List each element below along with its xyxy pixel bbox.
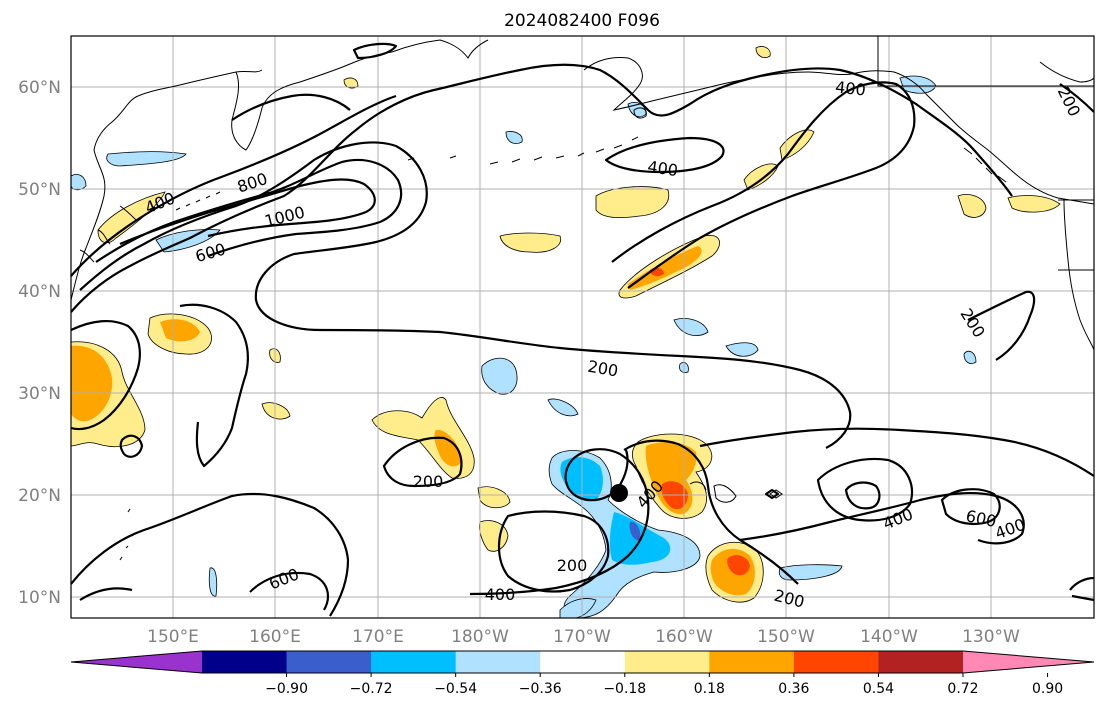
- colorbar-segment: [455, 651, 541, 673]
- lon-label: 170°E: [352, 627, 404, 647]
- contour-200-ne-hawaii: [623, 439, 799, 585]
- marianas: [119, 508, 135, 561]
- contour-label: 400: [834, 77, 866, 99]
- map-frame: [70, 35, 1095, 619]
- colorbar-tick-label: −0.72: [350, 681, 393, 697]
- colorbar-segment: [878, 651, 964, 673]
- colorbar-segment: [202, 651, 288, 673]
- north-america-west: [1063, 199, 1095, 351]
- colorbar-tick-label: 0.18: [694, 681, 725, 697]
- lat-label: 30°N: [18, 384, 61, 404]
- colorbar-segment: [624, 651, 710, 673]
- contour-600-inner: [249, 571, 329, 611]
- contour-label: 400: [485, 585, 516, 604]
- colorbar-segment: [793, 651, 879, 673]
- colorbar-segment: [286, 651, 372, 673]
- lat-label: 40°N: [18, 282, 61, 302]
- lon-label: 180°W: [451, 627, 509, 647]
- lon-label: 150°E: [147, 627, 199, 647]
- colorbar-segment: [371, 651, 457, 673]
- contour-label: 400: [646, 157, 679, 180]
- contour-200-sw: [179, 303, 249, 468]
- contour-400-nw: [231, 93, 351, 121]
- kodiak: [633, 107, 647, 119]
- contour-labels: 1000 800 600 400 400 400 200 200 200 200…: [142, 77, 1084, 611]
- contour-label: 200: [557, 556, 588, 575]
- colorbar-segment: [540, 651, 626, 673]
- contour-400-south: [70, 492, 350, 617]
- coastlines: [70, 36, 1095, 561]
- contour-1000: [119, 178, 376, 246]
- contour-400-east-loop: [816, 457, 914, 522]
- colorbar-tick-label: 0.54: [863, 681, 894, 697]
- lat-label: 10°N: [18, 588, 61, 608]
- colorbar-tick-label: −0.54: [434, 681, 477, 697]
- us-border: [1058, 199, 1094, 271]
- contour-200-east-low: [1069, 576, 1095, 602]
- lon-label: 160°E: [249, 627, 301, 647]
- lat-label: 20°N: [18, 486, 61, 506]
- storm-center-marker: [610, 484, 628, 502]
- colorbar: −0.90 −0.72 −0.54 −0.36 −0.18 0.18 0.36 0.54 0.7…: [70, 650, 1095, 697]
- figure-title: 2024082400 F096: [504, 11, 660, 31]
- contour-400-hawaii: [469, 448, 650, 596]
- colorbar-tick-label: 0.36: [778, 681, 809, 697]
- contour-label: 200: [413, 472, 444, 491]
- asia-coast: [70, 69, 263, 301]
- colorbar-extend-max: [963, 651, 1094, 673]
- contour-200-central: [382, 436, 463, 488]
- contour-600-east-b: [940, 488, 1001, 525]
- longitude-labels: 150°E 160°E 170°E 180°W 170°W 160°W 150°…: [147, 627, 1020, 647]
- latitude-labels: 60°N 50°N 40°N 30°N 20°N 10°N: [18, 78, 61, 608]
- contour-400-west: [70, 94, 397, 277]
- contour-200-outer: [70, 63, 1013, 313]
- alaska-inner: [1039, 61, 1095, 83]
- shaded-anomalies: [70, 46, 1061, 619]
- colorbar-tick-label: 0.72: [947, 681, 978, 697]
- contour-closed-small: [352, 42, 398, 60]
- lon-label: 150°W: [757, 627, 815, 647]
- contour-200-east: [699, 427, 1095, 477]
- contour-400-east: [739, 491, 1025, 545]
- sea-of-okhotsk-islands: [79, 205, 137, 263]
- kuril-islands: [175, 191, 221, 211]
- bering-coast: [391, 39, 489, 59]
- lat-label: 60°N: [18, 78, 61, 98]
- colorbar-tick-label: −0.36: [519, 681, 562, 697]
- lon-label: 170°W: [553, 627, 611, 647]
- contour-600-south: [79, 587, 133, 601]
- contour-200-w: [70, 320, 141, 431]
- contour-200-hawaii: [498, 510, 610, 593]
- colorbar-tick-label: 0.90: [1032, 681, 1063, 697]
- colorbar-tick-label: −0.18: [603, 681, 646, 697]
- aleutian-chain: [407, 136, 639, 165]
- contour-400-ne: [611, 81, 916, 289]
- colorbar-outline: [70, 650, 1095, 674]
- shade-west-orange: [71, 345, 113, 422]
- colorbar-extend-min: [71, 651, 202, 673]
- map-panel: 1000 800 600 400 400 400 200 200 200 200…: [70, 35, 1095, 619]
- contour-600: [79, 141, 852, 449]
- contour-400-small-east: [764, 488, 780, 500]
- canada-border: [877, 36, 1094, 87]
- alaska-coast: [583, 57, 1095, 205]
- contour-800: [95, 158, 403, 263]
- contour-closed-30n: [119, 434, 144, 458]
- lon-label: 130°W: [962, 627, 1020, 647]
- contour-600-east-a: [844, 481, 881, 510]
- lat-label: 50°N: [18, 180, 61, 200]
- lon-label: 140°W: [860, 627, 918, 647]
- contour-200-n-right: [967, 290, 1036, 361]
- lon-label: 160°W: [655, 627, 713, 647]
- contour-200-right-top: [1059, 83, 1095, 113]
- contour-400-aleutian: [604, 136, 725, 174]
- contours: [70, 42, 1095, 617]
- colorbar-segment: [709, 651, 795, 673]
- colorbar-tick-label: −0.90: [265, 681, 308, 697]
